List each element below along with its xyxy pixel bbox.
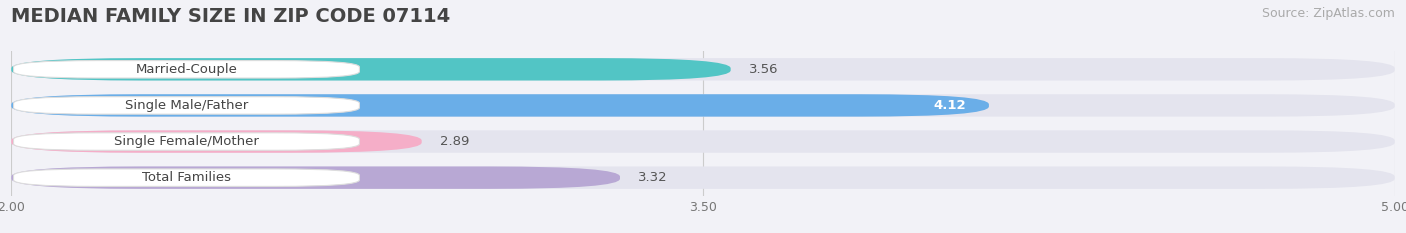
FancyBboxPatch shape	[11, 130, 422, 153]
Text: 3.32: 3.32	[638, 171, 668, 184]
Text: MEDIAN FAMILY SIZE IN ZIP CODE 07114: MEDIAN FAMILY SIZE IN ZIP CODE 07114	[11, 7, 450, 26]
Text: 2.89: 2.89	[440, 135, 470, 148]
Text: 4.12: 4.12	[934, 99, 966, 112]
Text: Married-Couple: Married-Couple	[135, 63, 238, 76]
Text: 3.56: 3.56	[749, 63, 779, 76]
FancyBboxPatch shape	[11, 166, 1395, 189]
FancyBboxPatch shape	[11, 58, 731, 81]
Text: Source: ZipAtlas.com: Source: ZipAtlas.com	[1261, 7, 1395, 20]
FancyBboxPatch shape	[14, 97, 360, 114]
Text: Single Female/Mother: Single Female/Mother	[114, 135, 259, 148]
FancyBboxPatch shape	[14, 169, 360, 186]
FancyBboxPatch shape	[11, 94, 988, 117]
FancyBboxPatch shape	[11, 166, 620, 189]
FancyBboxPatch shape	[11, 130, 1395, 153]
FancyBboxPatch shape	[14, 133, 360, 150]
FancyBboxPatch shape	[11, 94, 1395, 117]
FancyBboxPatch shape	[14, 61, 360, 78]
FancyBboxPatch shape	[11, 58, 1395, 81]
Text: Total Families: Total Families	[142, 171, 231, 184]
Text: Single Male/Father: Single Male/Father	[125, 99, 247, 112]
